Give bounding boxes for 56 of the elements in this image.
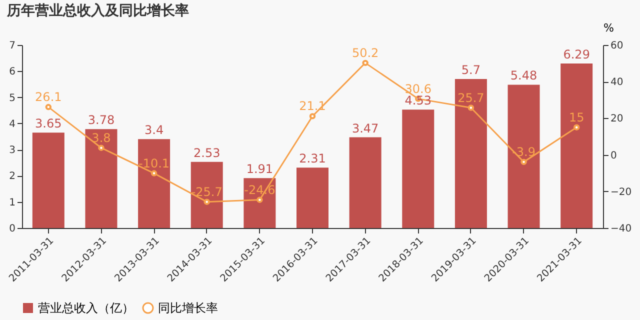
y2-tick-label: 20 (610, 114, 624, 125)
bar (138, 139, 170, 228)
bar (349, 137, 382, 228)
bar (508, 84, 540, 228)
data-label: 3.8 (92, 130, 111, 145)
data-label: 30.6 (404, 82, 432, 96)
bar (560, 64, 593, 228)
data-label: -10.1 (138, 156, 170, 170)
data-label: 3.4 (144, 123, 164, 138)
y-tick-label: 3 (9, 145, 16, 156)
point (204, 198, 210, 205)
point (150, 170, 158, 176)
point (309, 113, 316, 120)
chart-title: 历年营业总收入及同比增长率 (6, 2, 189, 19)
y-tick-label: 7 (9, 40, 16, 52)
bar (296, 168, 328, 228)
y-tick-label: 4 (9, 118, 16, 130)
data-label: 3.65 (35, 116, 62, 131)
y-tick-label: 0 (9, 224, 16, 234)
data-label: 1.91 (246, 162, 274, 176)
y-tick-label: 5 (9, 92, 16, 104)
data-label: 5.7 (461, 62, 480, 77)
bar (190, 162, 223, 228)
data-label: 50.2 (352, 46, 379, 60)
data-label: 26.1 (35, 90, 62, 104)
y2-tick-label: −20 (610, 186, 632, 198)
bar (454, 78, 487, 228)
point (573, 124, 580, 130)
legend-label: 同比增长率 (158, 301, 218, 315)
data-label: 6.29 (563, 48, 590, 62)
point (362, 60, 368, 66)
point (468, 104, 474, 111)
data-label: 25.7 (458, 90, 484, 105)
bar (85, 129, 118, 228)
bar (402, 110, 434, 228)
data-label: 3.78 (88, 113, 115, 128)
y-tick-label: 6 (9, 66, 16, 78)
y2-tick-label: −40 (610, 224, 632, 234)
y2-tick-label: 0 (610, 150, 617, 162)
bar (32, 132, 64, 228)
point (98, 144, 104, 151)
data-label: 5.48 (510, 68, 538, 83)
y-tick-label: 1 (9, 197, 16, 208)
point (256, 196, 263, 203)
point (520, 158, 527, 166)
y2-tick-label: 60 (610, 40, 624, 52)
y2-axis-title: % (604, 22, 614, 34)
y2-tick-label: 40 (610, 77, 624, 88)
y-tick-label: 2 (9, 171, 16, 182)
legend-label: 营业总收入（亿） (38, 301, 134, 315)
data-label: 3.47 (352, 121, 379, 136)
data-label: 15 (568, 110, 584, 124)
data-label: 2.53 (194, 146, 220, 160)
data-label: 2.31 (299, 152, 326, 166)
point (45, 104, 52, 110)
data-label: -25.7 (191, 184, 222, 199)
